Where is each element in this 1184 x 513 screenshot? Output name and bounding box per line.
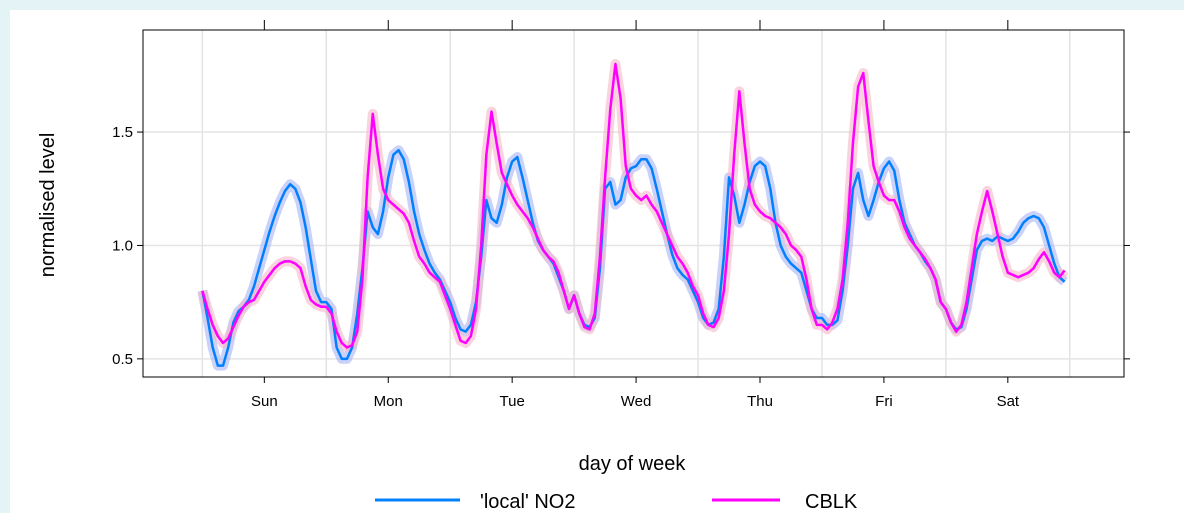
x-tick-label: Tue [500,393,525,410]
x-tick-label: Sat [997,393,1020,410]
x-tick-label: Fri [875,393,893,410]
plot-frame [142,29,1125,378]
x-axis-title: day of week [579,453,687,475]
y-tick-label: 0.5 [112,351,133,368]
grid [143,30,1124,377]
y-tick-label: 1.0 [112,237,133,254]
lines [201,62,1066,367]
x-tick-label: Sun [251,393,278,410]
legend-label: 'local' NO2 [480,491,575,513]
y-tick-label: 1.5 [112,124,133,141]
series-line [201,62,1066,349]
legend-label: CBLK [805,491,858,513]
x-tick-label: Thu [747,393,773,410]
y-axis-title: normalised level [37,133,59,278]
x-tick-label: Wed [621,393,652,410]
x-tick-label: Mon [374,393,403,410]
